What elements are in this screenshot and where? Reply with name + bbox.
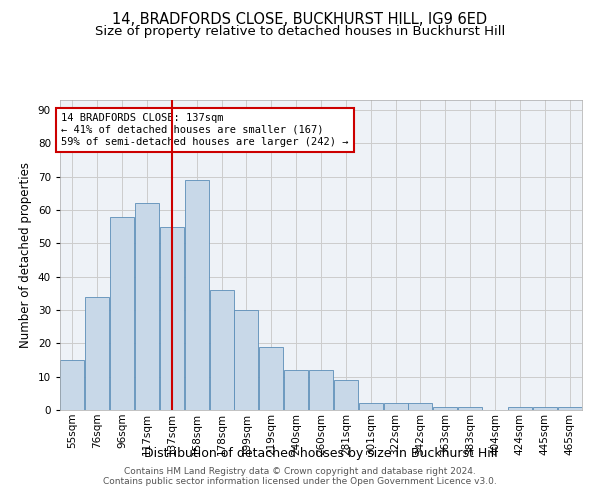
Bar	[209, 290, 233, 410]
Bar	[259, 346, 283, 410]
Text: 14, BRADFORDS CLOSE, BUCKHURST HILL, IG9 6ED: 14, BRADFORDS CLOSE, BUCKHURST HILL, IG9…	[112, 12, 488, 28]
Bar	[110, 216, 134, 410]
Bar	[458, 406, 482, 410]
Bar	[359, 404, 383, 410]
Bar	[160, 226, 184, 410]
Bar	[185, 180, 209, 410]
Bar	[383, 404, 407, 410]
Bar	[309, 370, 333, 410]
Bar	[334, 380, 358, 410]
Text: Size of property relative to detached houses in Buckhurst Hill: Size of property relative to detached ho…	[95, 25, 505, 38]
Bar	[61, 360, 85, 410]
Bar	[508, 406, 532, 410]
Bar	[433, 406, 457, 410]
Bar	[85, 296, 109, 410]
Bar	[557, 406, 581, 410]
Text: Contains HM Land Registry data © Crown copyright and database right 2024.: Contains HM Land Registry data © Crown c…	[124, 467, 476, 476]
Bar	[235, 310, 259, 410]
Text: Contains public sector information licensed under the Open Government Licence v3: Contains public sector information licen…	[103, 477, 497, 486]
Bar	[284, 370, 308, 410]
Bar	[533, 406, 557, 410]
Text: Distribution of detached houses by size in Buckhurst Hill: Distribution of detached houses by size …	[144, 448, 498, 460]
Bar	[135, 204, 159, 410]
Bar	[409, 404, 433, 410]
Y-axis label: Number of detached properties: Number of detached properties	[19, 162, 32, 348]
Text: 14 BRADFORDS CLOSE: 137sqm
← 41% of detached houses are smaller (167)
59% of sem: 14 BRADFORDS CLOSE: 137sqm ← 41% of deta…	[61, 114, 349, 146]
